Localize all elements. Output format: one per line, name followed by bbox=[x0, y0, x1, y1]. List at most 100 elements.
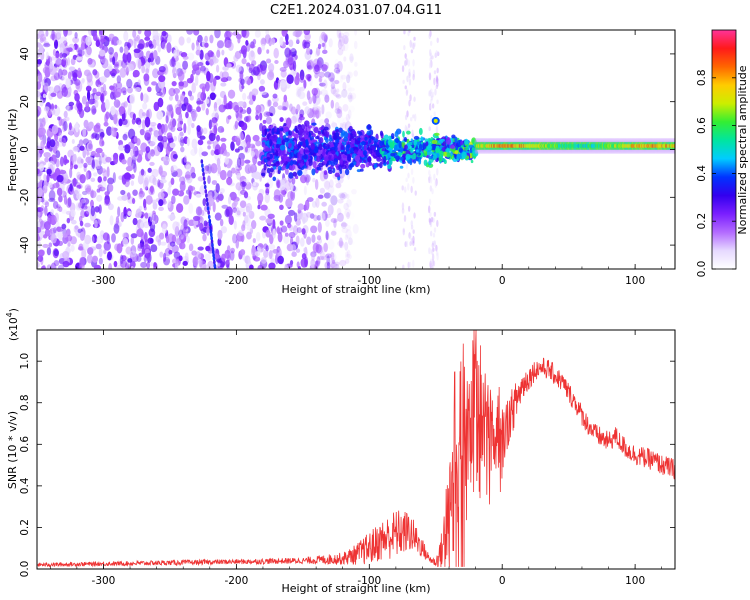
noise-blob bbox=[282, 189, 286, 198]
noise-blob bbox=[104, 191, 110, 196]
noise-blob bbox=[238, 230, 245, 237]
noise-blob bbox=[237, 145, 244, 151]
signal-band-blob bbox=[302, 141, 306, 148]
noise-blob bbox=[335, 94, 342, 99]
noise-blob bbox=[250, 163, 257, 174]
noise-blob bbox=[120, 260, 127, 268]
signal-band-blob bbox=[271, 128, 275, 136]
noise-blob bbox=[140, 261, 147, 269]
signal-band-blob bbox=[411, 144, 415, 149]
noise-blob bbox=[337, 48, 344, 56]
noise-blob bbox=[307, 165, 312, 171]
noise-blob bbox=[241, 122, 248, 131]
noise-blob bbox=[149, 161, 155, 166]
noise-blob bbox=[111, 233, 116, 243]
noise-blob bbox=[163, 160, 170, 166]
noise-blob bbox=[137, 58, 142, 70]
noise-blob bbox=[272, 101, 279, 108]
noise-blob bbox=[205, 98, 210, 104]
noise-blob bbox=[113, 223, 120, 234]
colorbar-ticks: 0.0 0.2 0.4 0.6 0.8 bbox=[696, 69, 736, 277]
noise-blob bbox=[67, 149, 74, 158]
diagonal-trace-point bbox=[213, 266, 217, 269]
noise-blob bbox=[172, 72, 177, 79]
noise-blob bbox=[118, 139, 124, 147]
noise-blob bbox=[40, 196, 45, 203]
signal-band-blob bbox=[446, 143, 450, 148]
signal-band-blob bbox=[303, 154, 308, 160]
noise-blob bbox=[346, 211, 350, 220]
noise-blob bbox=[245, 202, 253, 213]
noise-streak-blob bbox=[412, 42, 415, 50]
noise-blob bbox=[155, 235, 162, 243]
noise-blob bbox=[321, 104, 325, 115]
noise-blob bbox=[108, 183, 114, 192]
noise-blob bbox=[257, 192, 264, 204]
noise-blob bbox=[330, 86, 337, 95]
noise-blob bbox=[279, 79, 287, 89]
noise-blob bbox=[150, 149, 155, 157]
noise-blob bbox=[141, 65, 146, 74]
noise-blob bbox=[316, 256, 321, 267]
signal-band-blob bbox=[353, 161, 357, 166]
noise-blob bbox=[272, 228, 276, 239]
noise-blob bbox=[279, 117, 284, 122]
noise-blob bbox=[167, 34, 172, 44]
diagonal-trace-point bbox=[212, 256, 216, 261]
noise-blob bbox=[59, 156, 64, 167]
noise-blob bbox=[301, 228, 306, 235]
noise-blob bbox=[52, 226, 57, 234]
noise-blob bbox=[319, 250, 325, 260]
signal-band-blob bbox=[273, 129, 278, 133]
noise-blob bbox=[291, 177, 296, 185]
noise-blob bbox=[263, 249, 269, 258]
noise-blob bbox=[197, 176, 205, 182]
noise-blob bbox=[219, 218, 224, 227]
noise-blob bbox=[149, 122, 157, 127]
noise-blob bbox=[130, 265, 134, 269]
noise-blob bbox=[177, 70, 185, 82]
noise-blob bbox=[280, 225, 288, 233]
noise-blob bbox=[267, 250, 275, 260]
noise-blob bbox=[169, 142, 176, 149]
noise-blob bbox=[145, 253, 150, 259]
noise-blob bbox=[299, 75, 305, 83]
noise-blob bbox=[191, 42, 195, 51]
noise-blob bbox=[149, 211, 154, 223]
noise-blob bbox=[216, 49, 221, 58]
noise-blob bbox=[311, 234, 316, 243]
signal-band-blob bbox=[311, 139, 317, 143]
diagonal-trace-point bbox=[209, 225, 212, 231]
noise-blob bbox=[346, 234, 353, 240]
noise-streak-blob bbox=[429, 40, 433, 46]
noise-blob bbox=[322, 49, 328, 55]
noise-blob bbox=[43, 152, 51, 158]
noise-streak-blob bbox=[405, 162, 409, 169]
noise-blob bbox=[344, 258, 350, 264]
noise-blob bbox=[307, 197, 314, 202]
signal-band-blob bbox=[346, 144, 351, 148]
noise-blob bbox=[191, 69, 196, 75]
signal-band-blob bbox=[330, 149, 336, 154]
noise-blob bbox=[67, 57, 71, 66]
noise-blob bbox=[196, 129, 202, 139]
noise-blob bbox=[259, 215, 267, 221]
signal-band-blob bbox=[350, 139, 356, 144]
noise-blob bbox=[214, 212, 222, 221]
noise-streak-blob bbox=[413, 96, 416, 102]
noise-streak-blob bbox=[435, 84, 439, 90]
noise-blob bbox=[52, 182, 60, 189]
noise-blob bbox=[239, 189, 247, 195]
noise-blob bbox=[324, 213, 332, 219]
noise-blob bbox=[219, 188, 225, 194]
noise-blob bbox=[311, 253, 315, 261]
noise-streak-blob bbox=[409, 94, 412, 102]
noise-blob bbox=[58, 64, 63, 75]
noise-blob bbox=[93, 124, 101, 133]
noise-blob bbox=[265, 229, 271, 238]
noise-blob bbox=[84, 222, 91, 228]
noise-blob bbox=[217, 40, 224, 49]
snr-y-label: SNR (10 * v/v) bbox=[6, 411, 19, 489]
signal-band-blob bbox=[297, 159, 302, 164]
noise-blob bbox=[263, 111, 271, 118]
